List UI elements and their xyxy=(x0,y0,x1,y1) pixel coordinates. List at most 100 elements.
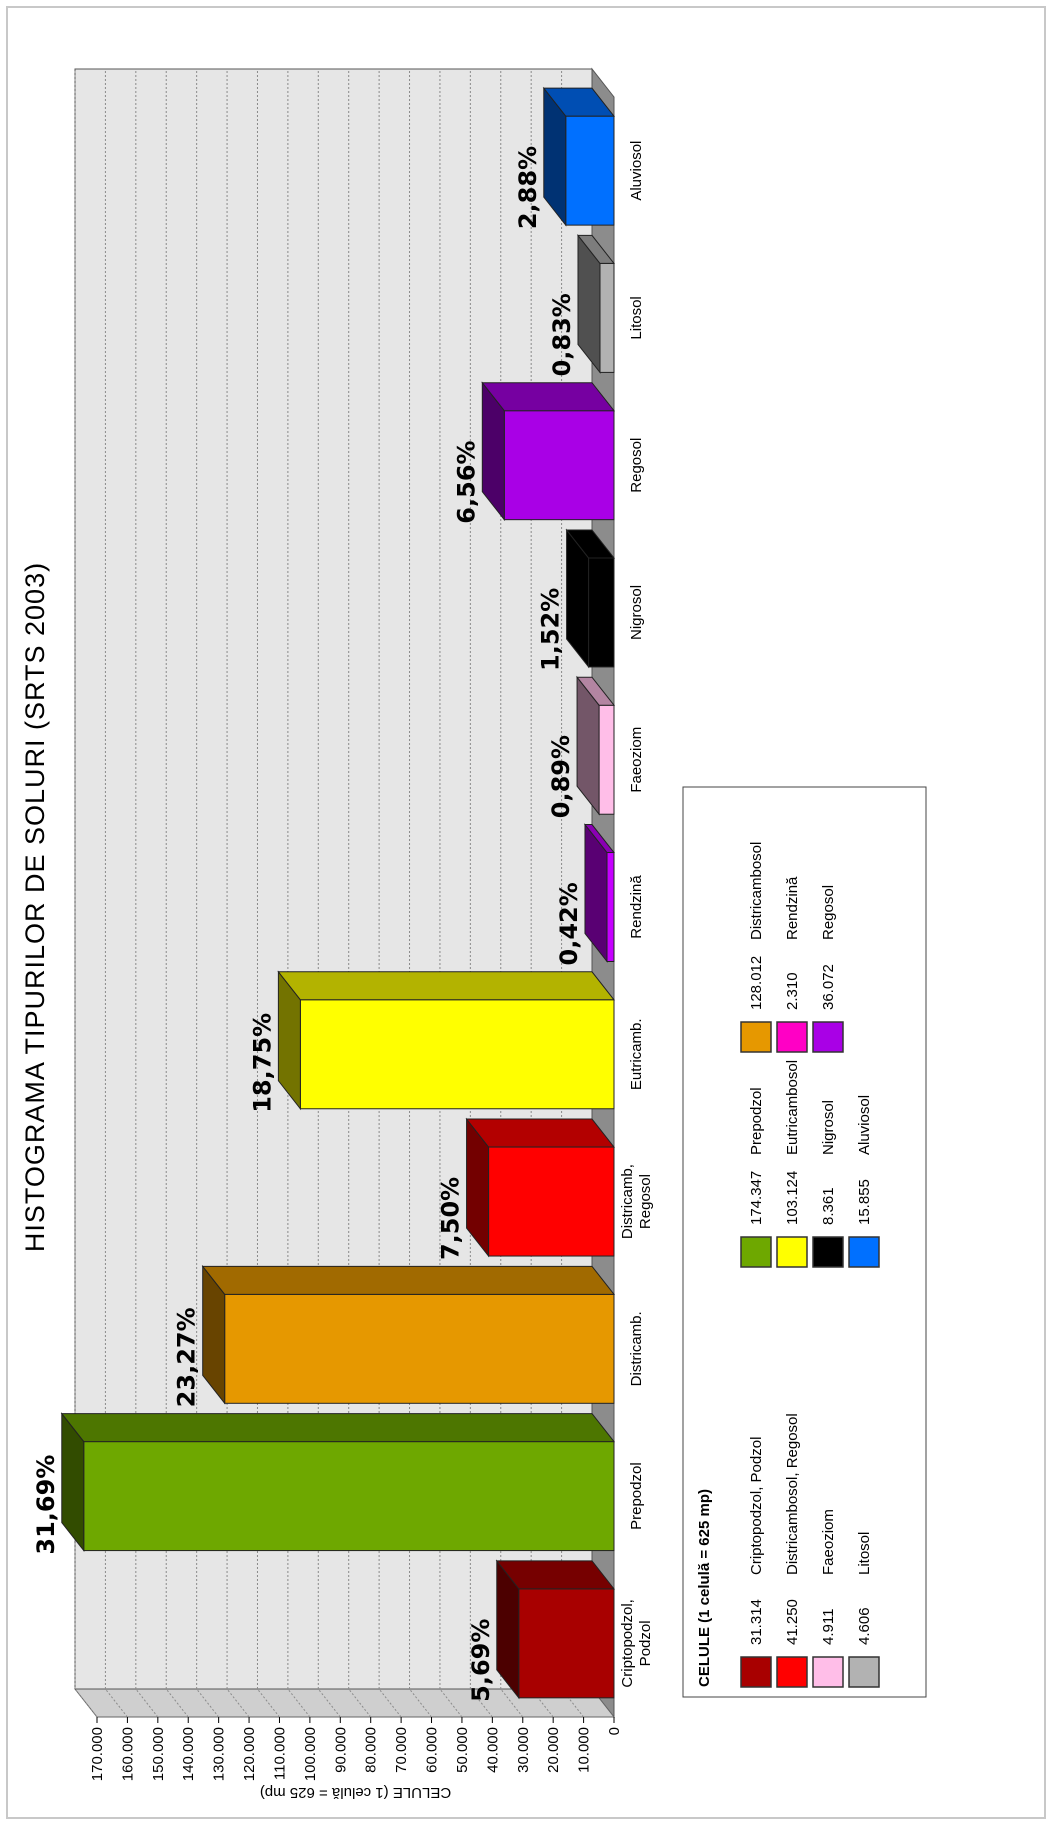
bar xyxy=(599,262,615,373)
data-label: 5,69% xyxy=(467,1619,495,1702)
y-tick-label: 70.000 xyxy=(393,1727,410,1773)
data-label: 23,27% xyxy=(173,1307,201,1407)
legend-value: 128.012 xyxy=(748,956,765,1010)
y-tick-label: 40.000 xyxy=(484,1727,501,1773)
legend-name: Eutricambosol xyxy=(784,1060,801,1155)
legend-value: 174.347 xyxy=(748,1171,765,1225)
bar-side xyxy=(565,529,616,559)
y-tick-label: 60.000 xyxy=(424,1727,441,1773)
legend-name: Criptopodzol, Podzol xyxy=(748,1437,765,1575)
legend-name: Aluviosol xyxy=(856,1095,873,1155)
bar-side xyxy=(542,87,616,117)
bar xyxy=(518,1588,615,1699)
legend-name: Faeoziom xyxy=(820,1509,837,1575)
bar xyxy=(488,1146,615,1257)
x-tick-label: Criptopodzol, xyxy=(619,1599,636,1687)
legend-swatch xyxy=(848,1656,880,1688)
y-tick-label: 120.000 xyxy=(241,1727,258,1781)
chart-frame xyxy=(6,6,1046,1819)
x-tick-label: Eutricamb. xyxy=(628,1018,645,1090)
y-tick-label: 90.000 xyxy=(332,1727,349,1773)
y-tick-label: 100.000 xyxy=(302,1727,319,1781)
x-tick-label: Regosol xyxy=(628,438,645,493)
x-tick-label: Nigrosol xyxy=(628,585,645,640)
x-tick-label: Litosol xyxy=(628,296,645,339)
bar xyxy=(503,410,615,521)
legend-swatch xyxy=(776,1656,808,1688)
legend-swatch xyxy=(740,1021,772,1053)
bar-side xyxy=(277,971,616,1001)
data-label: 0,83% xyxy=(548,293,576,376)
legend-name: Prepodzol xyxy=(748,1087,765,1155)
y-tick-label: 80.000 xyxy=(363,1727,380,1773)
bar xyxy=(588,557,615,668)
x-tick-label: Rendzină xyxy=(628,875,645,939)
gridline-side xyxy=(317,1688,341,1718)
y-tick-label: 160.000 xyxy=(119,1727,136,1781)
legend-swatch xyxy=(776,1021,808,1053)
bar xyxy=(565,115,615,226)
bar-side xyxy=(576,676,616,706)
gridline-side xyxy=(409,1688,432,1718)
data-label: 6,56% xyxy=(452,440,480,523)
gridline-side xyxy=(287,1688,311,1718)
chart-title: HISTOGRAMA TIPURILOR DE SOLURI (SRTS 200… xyxy=(20,562,50,1252)
bar-side xyxy=(201,1265,616,1295)
bar xyxy=(83,1441,615,1552)
y-tick-label: 30.000 xyxy=(515,1727,532,1773)
legend-value: 36.072 xyxy=(820,964,837,1010)
gridline-side xyxy=(378,1688,402,1718)
gridline-side xyxy=(469,1688,493,1718)
gridline-side xyxy=(135,1688,159,1718)
legend-value: 4.911 xyxy=(820,1609,837,1645)
legend-name: Litosol xyxy=(856,1532,873,1575)
data-label: 1,52% xyxy=(537,588,565,671)
gridline-side xyxy=(196,1688,220,1718)
gridline-side xyxy=(105,1688,128,1718)
legend-name: Districambosol xyxy=(748,842,765,940)
y-tick-label: 130.000 xyxy=(211,1727,228,1781)
x-tick-label: Districamb, xyxy=(619,1164,636,1239)
y-tick-label: 150.000 xyxy=(150,1727,167,1781)
y-tick-label: 0 xyxy=(606,1727,623,1735)
x-tick-label: Podzol xyxy=(637,1620,654,1666)
legend-value: 2.310 xyxy=(784,972,801,1010)
legend-name: Regosol xyxy=(820,885,837,940)
gridline-side xyxy=(165,1688,189,1718)
data-label: 2,88% xyxy=(514,146,542,229)
bar-side xyxy=(60,1413,616,1443)
bar-side xyxy=(481,382,616,412)
rotated-chart-group: 0 10.000 20.000 30.000 40.000 50.000 60.000 70.… xyxy=(20,67,927,1801)
gridline-side xyxy=(74,1688,98,1718)
gridline-side xyxy=(348,1688,372,1718)
bar xyxy=(224,1293,615,1404)
legend-swatch xyxy=(812,1236,844,1268)
y-tick-label: 110.000 xyxy=(271,1727,288,1780)
legend-swatch xyxy=(740,1236,772,1268)
x-tick-label: Prepodzol xyxy=(628,1462,645,1530)
data-label: 31,69% xyxy=(32,1455,60,1555)
legend-value: 4.606 xyxy=(856,1607,873,1645)
y-axis-label: CELULE (1 celulă = 625 mp) xyxy=(260,1784,451,1801)
legend-name: Nigrosol xyxy=(820,1100,837,1155)
legend-value: 41.250 xyxy=(784,1599,801,1645)
legend-swatch xyxy=(812,1021,844,1053)
data-label: 0,42% xyxy=(555,882,583,965)
legend-value: 103.124 xyxy=(784,1171,801,1225)
bar-side xyxy=(495,1560,616,1590)
bar xyxy=(606,852,615,962)
legend-swatch xyxy=(740,1656,772,1688)
legend-value: 15.855 xyxy=(856,1179,873,1225)
legend-value: 31.314 xyxy=(748,1599,765,1645)
x-tick-label: Districamb. xyxy=(628,1311,645,1386)
bar-side xyxy=(576,234,616,264)
y-tick-label: 10.000 xyxy=(576,1727,593,1773)
bar-side xyxy=(465,1118,616,1148)
legend-swatch xyxy=(848,1236,880,1268)
data-label: 18,75% xyxy=(248,1013,276,1113)
data-label: 0,89% xyxy=(547,735,575,818)
data-label: 7,50% xyxy=(437,1177,465,1260)
y-tick-label: 170.000 xyxy=(89,1727,106,1781)
bar xyxy=(299,999,615,1110)
